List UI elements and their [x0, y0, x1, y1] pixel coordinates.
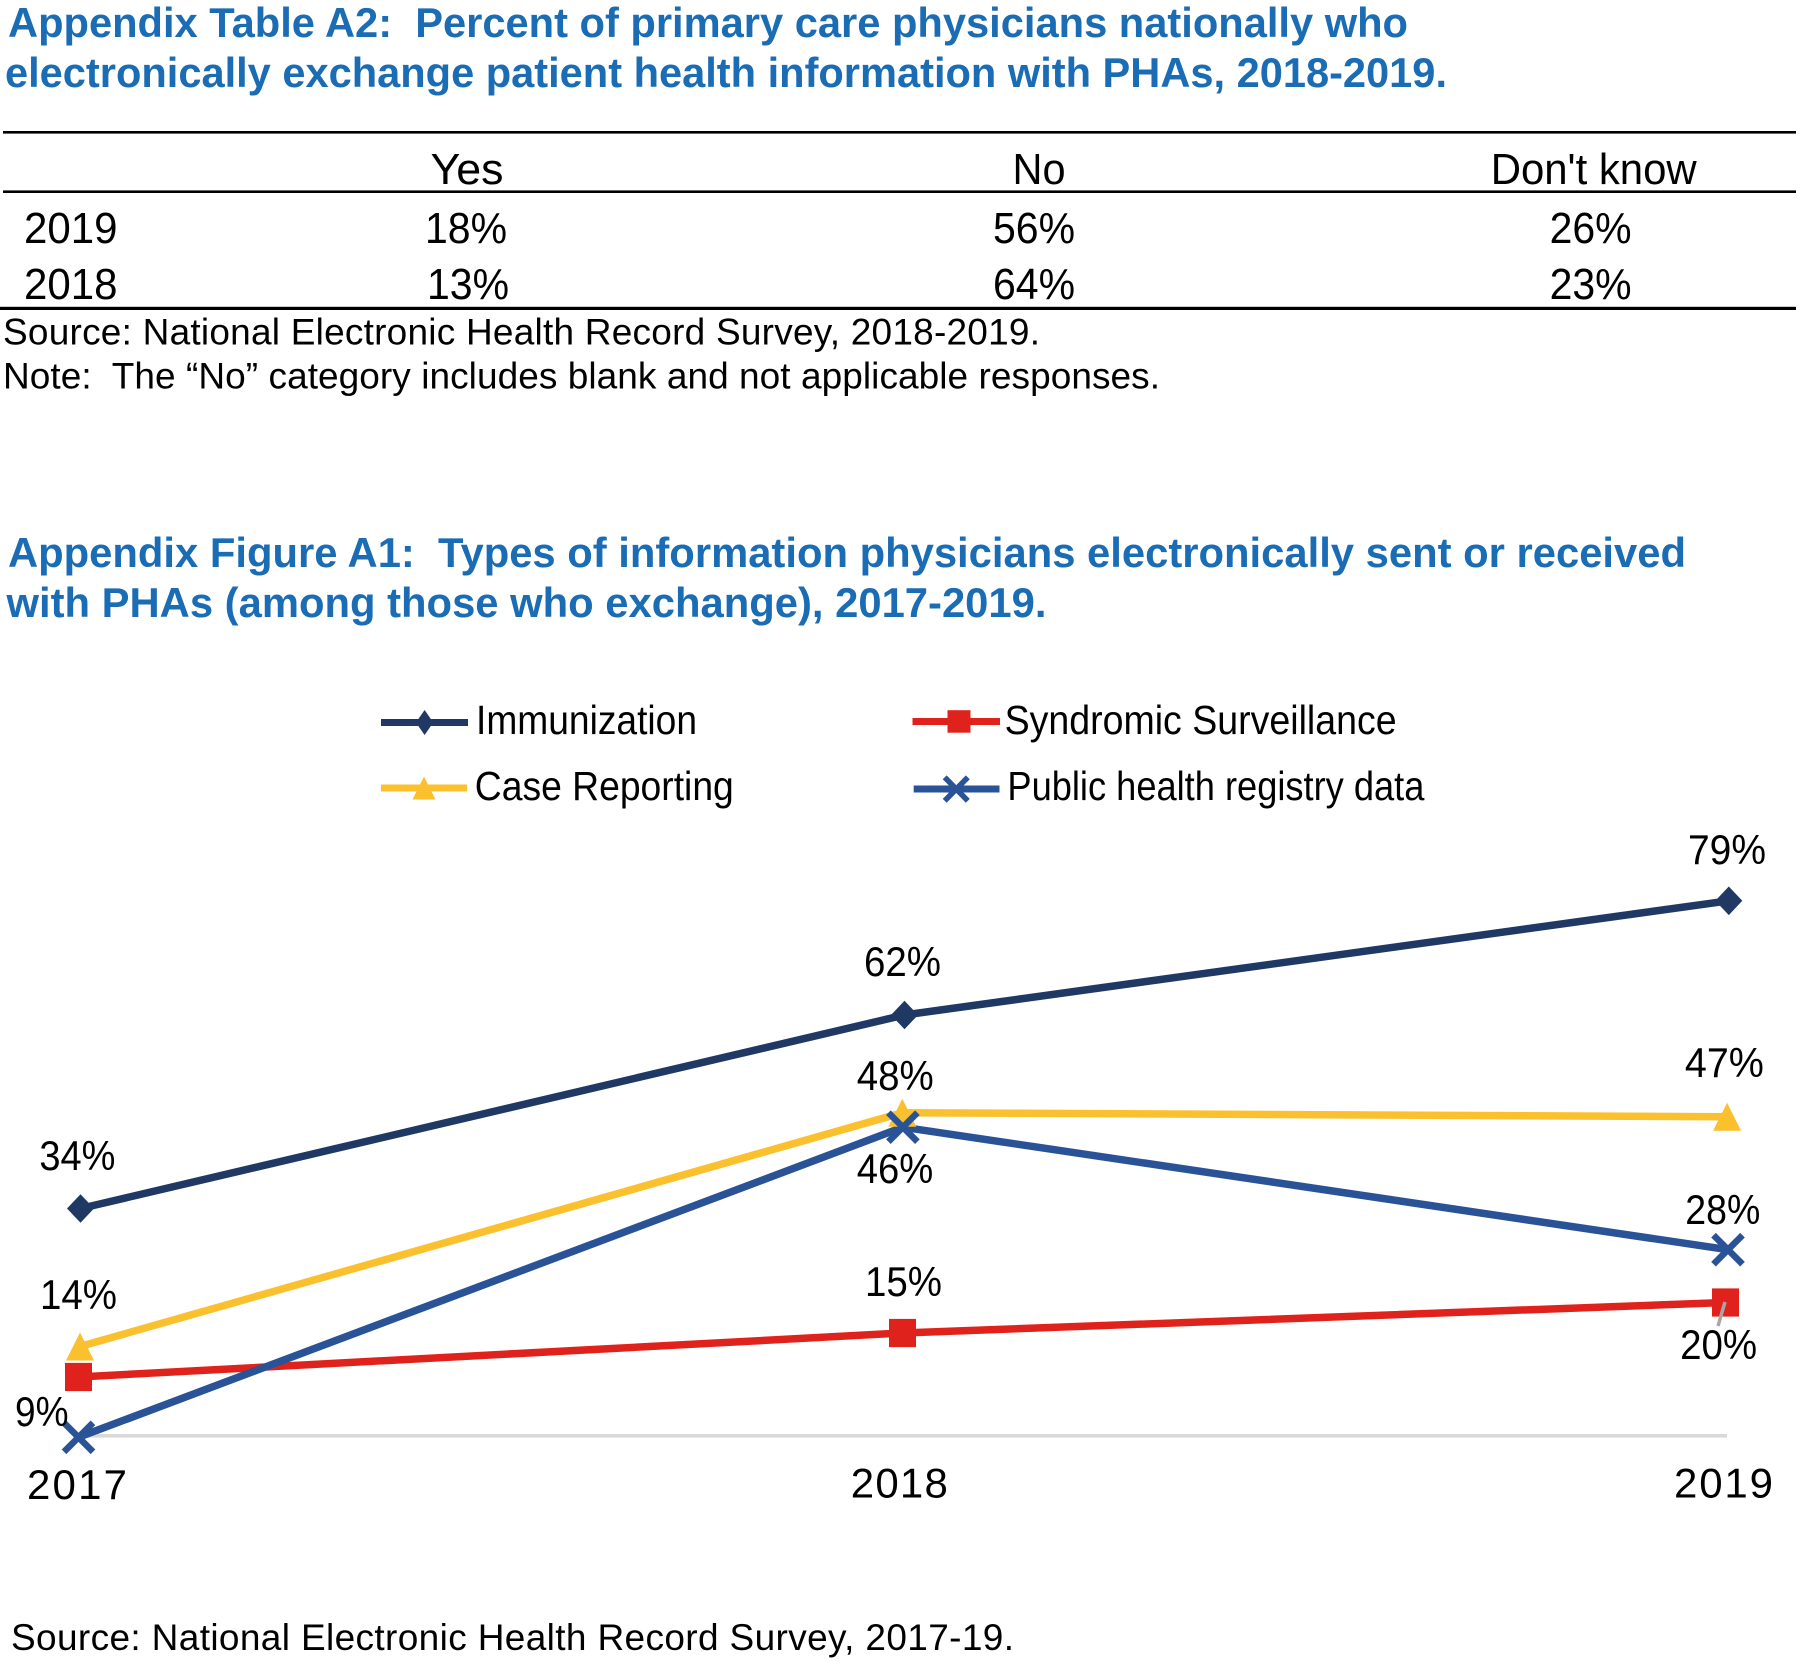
- svg-text:9%: 9%: [15, 1388, 69, 1435]
- svg-text:79%: 79%: [1688, 826, 1766, 873]
- svg-text:56%: 56%: [993, 204, 1075, 253]
- svg-text:23%: 23%: [1550, 260, 1632, 309]
- svg-text:2017: 2017: [27, 1461, 127, 1508]
- svg-text:Syndromic Surveillance: Syndromic Surveillance: [1005, 697, 1397, 743]
- svg-text:2018: 2018: [851, 1460, 948, 1507]
- svg-text:28%: 28%: [1685, 1186, 1760, 1233]
- svg-text:47%: 47%: [1685, 1039, 1764, 1086]
- svg-text:electronically exchange patien: electronically exchange patient health i…: [5, 49, 1447, 96]
- svg-text:2018: 2018: [24, 260, 118, 309]
- svg-text:Immunization: Immunization: [476, 697, 697, 743]
- svg-text:Don't know: Don't know: [1491, 145, 1697, 194]
- svg-text:Note: The “No” category inclu: Note: The “No” category includes blank a…: [3, 356, 1160, 397]
- svg-text:2019: 2019: [1674, 1460, 1773, 1507]
- svg-text:No: No: [1013, 145, 1066, 194]
- svg-text:34%: 34%: [39, 1132, 115, 1179]
- svg-text:14%: 14%: [40, 1271, 117, 1318]
- svg-text:Yes: Yes: [431, 145, 504, 194]
- svg-text:2019: 2019: [24, 204, 118, 253]
- svg-text:48%: 48%: [857, 1052, 934, 1099]
- svg-text:18%: 18%: [425, 204, 507, 253]
- svg-text:Case Reporting: Case Reporting: [475, 763, 734, 809]
- svg-text:13%: 13%: [427, 260, 509, 309]
- svg-text:15%: 15%: [865, 1258, 942, 1305]
- svg-text:46%: 46%: [857, 1145, 934, 1192]
- svg-text:64%: 64%: [993, 260, 1075, 309]
- svg-text:Source: National Electronic He: Source: National Electronic Health Recor…: [11, 1617, 1014, 1658]
- svg-text:Public health registry data: Public health registry data: [1007, 763, 1424, 809]
- svg-text:with PHAs (among those who exc: with PHAs (among those who exchange), 20…: [6, 579, 1047, 626]
- svg-text:Source: National Electronic He: Source: National Electronic Health Recor…: [3, 312, 1040, 353]
- svg-text:Appendix Figure A1: Types of: Appendix Figure A1: Types of information…: [8, 529, 1686, 576]
- svg-text:Appendix Table A2: Percent of: Appendix Table A2: Percent of primary ca…: [8, 0, 1408, 46]
- svg-text:20%: 20%: [1680, 1321, 1757, 1368]
- svg-text:62%: 62%: [864, 938, 941, 985]
- svg-text:26%: 26%: [1550, 204, 1632, 253]
